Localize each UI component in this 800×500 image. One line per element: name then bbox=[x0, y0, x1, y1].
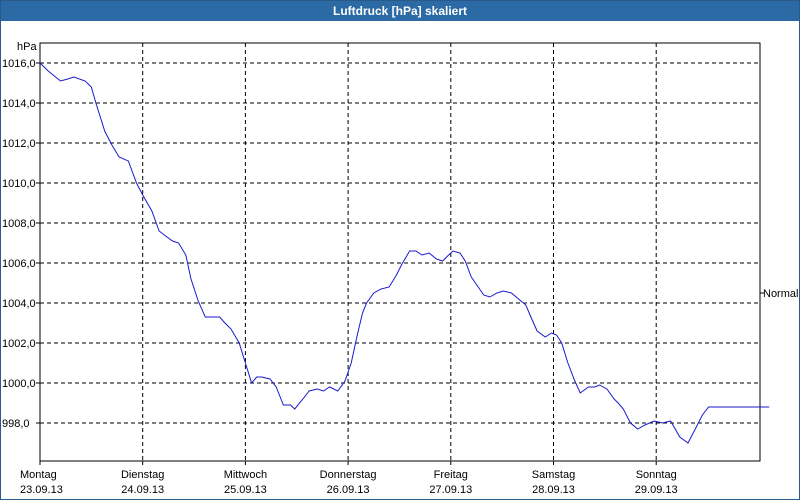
plot-area-border bbox=[39, 42, 761, 462]
x-tick-day-label: Donnerstag bbox=[320, 469, 377, 481]
y-tick-label: 1002,0 bbox=[2, 338, 36, 350]
y-tick-label: 1000,0 bbox=[2, 378, 36, 390]
x-axis-ticks: Montag 23.09.13 Dienstag 24.09.13 Mittwoch 25… bbox=[20, 461, 678, 496]
series-group bbox=[39, 62, 770, 444]
x-tick-date-label: 28.09.13 bbox=[532, 484, 575, 496]
chart-title: Luftdruck [hPa] skaliert bbox=[1, 1, 799, 21]
normal-label: Normal bbox=[763, 288, 798, 300]
pressure-series-line bbox=[39, 62, 770, 444]
y-tick-label: 998,0 bbox=[2, 418, 30, 430]
y-tick-label: 1008,0 bbox=[2, 218, 36, 230]
x-tick-day-label: Mittwoch bbox=[224, 469, 267, 481]
x-tick-date-label: 26.09.13 bbox=[327, 484, 370, 496]
y-tick-label: 1016,0 bbox=[2, 58, 36, 70]
y-axis-label: hPa bbox=[17, 41, 37, 53]
x-tick-day-label: Samstag bbox=[532, 469, 575, 481]
y-tick-label: 1004,0 bbox=[2, 298, 36, 310]
x-tick-day-label: Freitag bbox=[434, 469, 468, 481]
x-tick-date-label: 29.09.13 bbox=[635, 484, 678, 496]
grid-lines bbox=[40, 43, 760, 461]
x-tick-date-label: 24.09.13 bbox=[121, 484, 164, 496]
y-tick-label: 1012,0 bbox=[2, 138, 36, 150]
y-axis-ticks: 998,0 1000,0 1002,0 1004,0 1006,0 1008,0 1010,… bbox=[2, 58, 764, 430]
x-tick-date-label: 23.09.13 bbox=[20, 484, 63, 496]
y-tick-label: 1006,0 bbox=[2, 258, 36, 270]
x-tick-day-label: Dienstag bbox=[121, 469, 164, 481]
x-tick-date-label: 27.09.13 bbox=[429, 484, 472, 496]
y-tick-label: 1010,0 bbox=[2, 178, 36, 190]
y-tick-label: 1014,0 bbox=[2, 98, 36, 110]
x-tick-date-label: 25.09.13 bbox=[224, 484, 267, 496]
x-tick-day-label: Montag bbox=[20, 469, 57, 481]
x-tick-day-label: Sonntag bbox=[636, 469, 677, 481]
